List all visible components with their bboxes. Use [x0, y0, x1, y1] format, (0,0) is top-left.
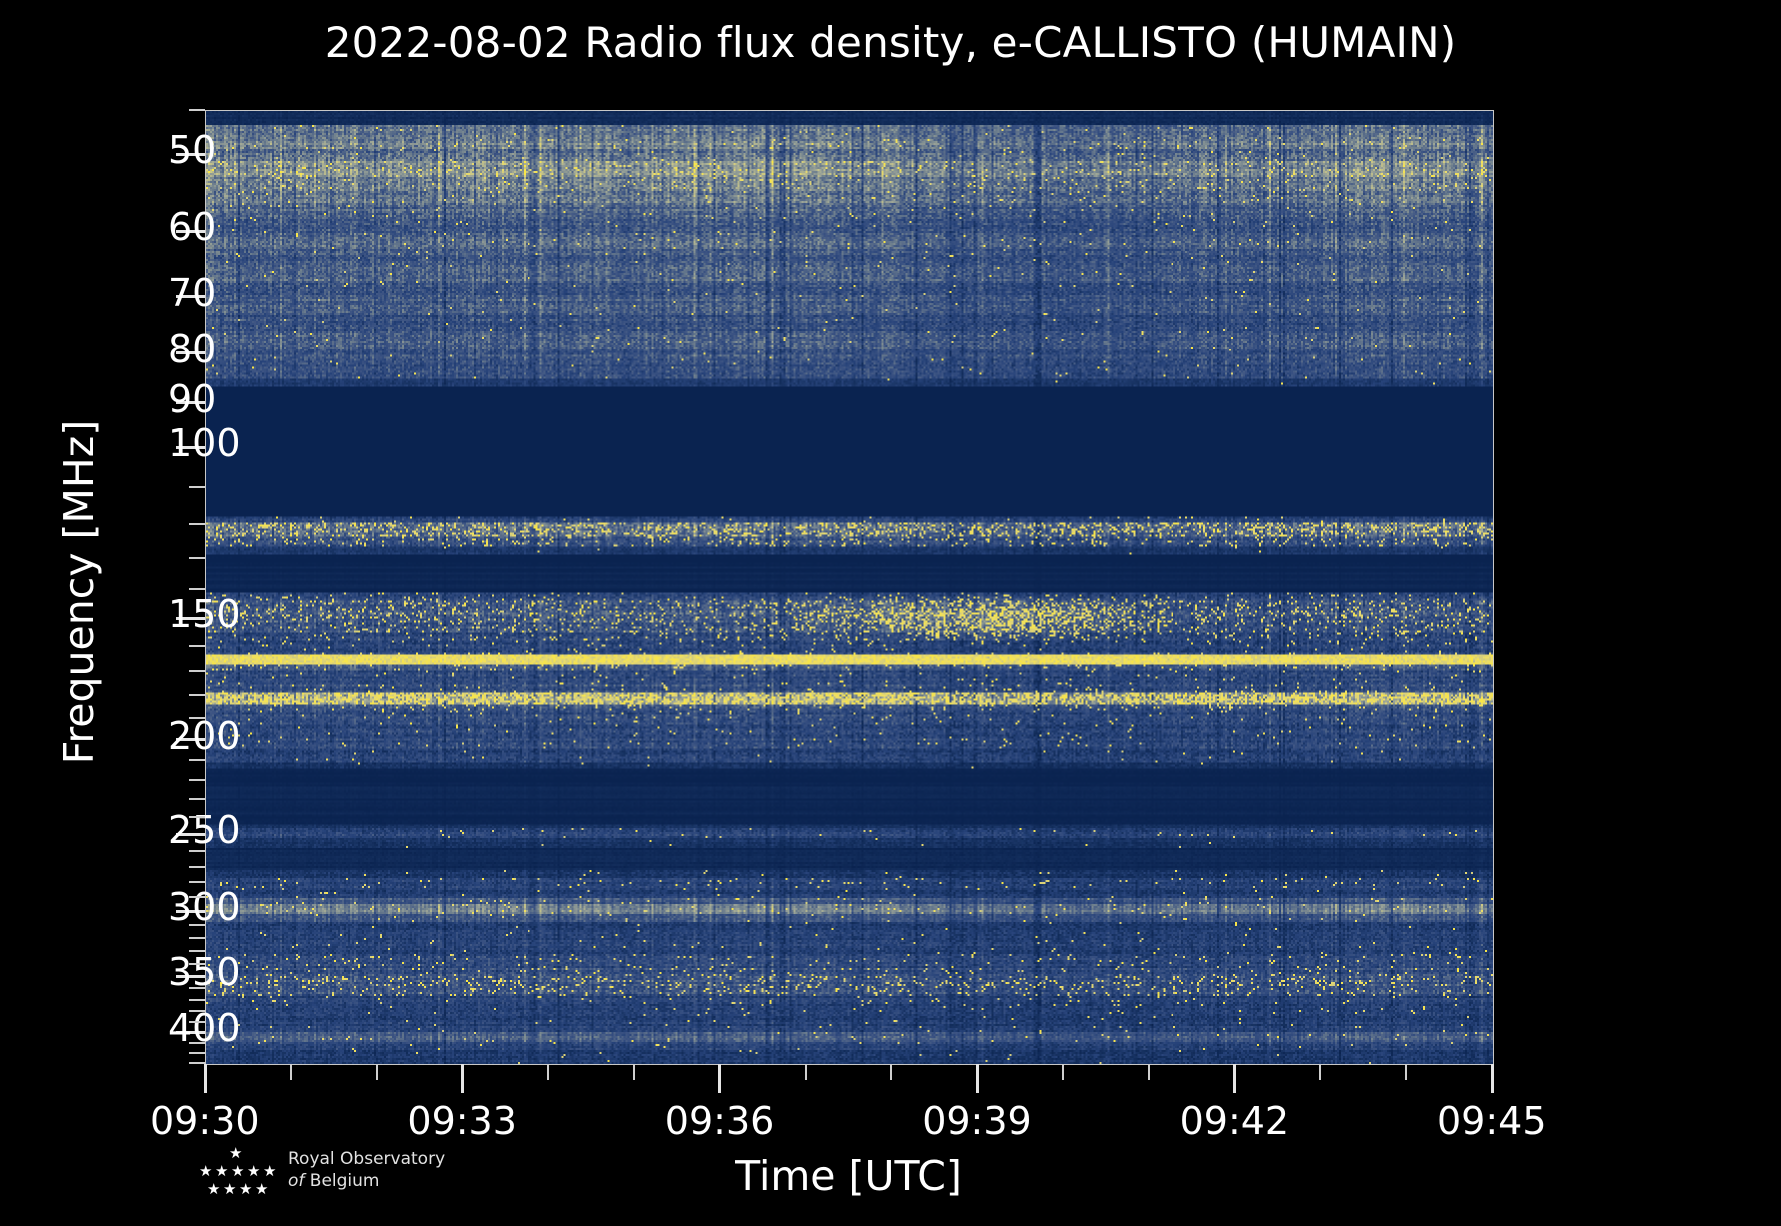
x-minor-tick-4 — [547, 1064, 550, 1080]
star-icon: ★ — [223, 1180, 237, 1198]
y-minor-tick-260 — [189, 849, 205, 852]
star-icon: ★ — [239, 1180, 253, 1198]
star-icon: ★ — [255, 1180, 269, 1198]
star-icon: ★ — [207, 1180, 221, 1198]
y-minor-tick-330 — [189, 950, 205, 953]
y-tick-150 — [176, 616, 205, 620]
y-minor-tick-45 — [189, 109, 205, 111]
y-minor-tick-180 — [189, 694, 205, 697]
y-minor-tick-360 — [189, 986, 205, 989]
y-minor-tick-410 — [189, 1041, 205, 1044]
y-minor-tick-160 — [189, 644, 205, 647]
chart-title: 2022-08-02 Radio flux density, e-CALLIST… — [324, 18, 1457, 67]
logo-of-word: of — [288, 1171, 305, 1191]
logo-line-2: of Belgium — [288, 1170, 608, 1192]
x-tick-label-0942: 09:42 — [1179, 1099, 1290, 1143]
y-minor-tick-420 — [189, 1052, 205, 1055]
y-minor-tick-120 — [189, 523, 205, 526]
logo-text: Royal Observatory of Belgium — [288, 1148, 608, 1192]
star-icon: ★ — [215, 1162, 229, 1180]
x-minor-tick-10 — [1062, 1064, 1064, 1080]
x-tick-label-0945: 09:45 — [1437, 1099, 1547, 1143]
x-tick-label-0939: 09:39 — [922, 1099, 1032, 1143]
x-minor-tick-8 — [890, 1064, 893, 1080]
y-minor-tick-140 — [189, 588, 205, 591]
y-tick-80 — [176, 351, 205, 355]
y-minor-tick-370 — [189, 998, 205, 1001]
y-axis-label: Frequency [MHz] — [55, 419, 103, 765]
star-icon: ★ — [199, 1162, 213, 1180]
x-axis-label: Time [UTC] — [735, 1152, 962, 1200]
star-icon: ★ — [229, 1144, 243, 1162]
x-minor-tick-13 — [1319, 1064, 1322, 1080]
y-minor-tick-190 — [189, 717, 205, 720]
x-tick-label-0936: 09:36 — [664, 1099, 775, 1143]
y-tick-50 — [176, 152, 205, 156]
y-minor-tick-110 — [189, 486, 205, 489]
x-tick-0930 — [203, 1064, 207, 1093]
y-tick-250 — [176, 832, 205, 836]
y-minor-tick-310 — [189, 923, 205, 926]
y-minor-tick-170 — [189, 670, 205, 673]
logo-line-1: Royal Observatory — [288, 1149, 446, 1169]
y-minor-tick-210 — [189, 759, 205, 762]
x-minor-tick-5 — [633, 1064, 635, 1080]
x-tick-0945 — [1490, 1064, 1494, 1093]
y-minor-tick-390 — [189, 1020, 205, 1023]
y-minor-tick-290 — [189, 895, 205, 898]
y-minor-tick-340 — [189, 962, 205, 965]
y-tick-60 — [176, 229, 205, 233]
y-minor-tick-230 — [189, 797, 205, 800]
y-minor-tick-380 — [189, 1009, 205, 1012]
star-icon: ★ — [231, 1162, 245, 1180]
x-minor-tick-7 — [804, 1064, 807, 1080]
star-icon: ★ — [247, 1162, 261, 1180]
x-minor-tick-2 — [375, 1064, 378, 1080]
y-minor-tick-130 — [189, 556, 205, 559]
logo-country: Belgium — [309, 1171, 380, 1191]
x-tick-0933 — [460, 1064, 464, 1093]
spectrogram-image — [206, 111, 1493, 1064]
x-tick-label-0930: 09:30 — [150, 1099, 260, 1143]
y-tick-400 — [176, 1030, 205, 1034]
y-tick-200 — [176, 738, 205, 742]
x-tick-0939 — [975, 1064, 979, 1093]
x-minor-tick-11 — [1147, 1064, 1150, 1080]
y-tick-90 — [176, 401, 205, 405]
y-minor-tick-320 — [189, 937, 205, 940]
x-minor-tick-14 — [1405, 1064, 1408, 1080]
y-minor-tick-430 — [189, 1062, 205, 1064]
x-tick-0942 — [1233, 1064, 1237, 1093]
y-minor-tick-280 — [189, 880, 205, 883]
x-tick-0936 — [718, 1064, 722, 1093]
spectrogram-plot[interactable] — [205, 110, 1494, 1065]
y-tick-70 — [176, 295, 205, 299]
royal-observatory-logo: ★ ★ ★ ★ ★ ★ ★ ★ ★ ★ Royal Observatory of Belgium — [196, 1146, 616, 1214]
star-icon: ★ — [263, 1162, 277, 1180]
y-tick-300 — [176, 909, 205, 913]
y-minor-tick-270 — [189, 865, 205, 868]
y-minor-tick-220 — [189, 779, 205, 782]
x-minor-tick-1 — [289, 1064, 292, 1080]
x-tick-label-0933: 09:33 — [407, 1099, 517, 1143]
stars-icon: ★ ★ ★ ★ ★ ★ ★ ★ ★ ★ — [196, 1144, 277, 1204]
y-tick-100 — [176, 445, 205, 449]
y-tick-350 — [176, 974, 205, 978]
y-minor-tick-240 — [189, 815, 205, 818]
